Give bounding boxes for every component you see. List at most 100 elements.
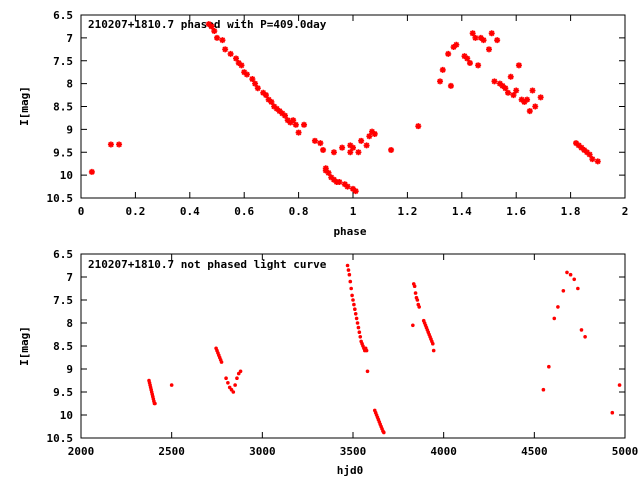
data-point xyxy=(282,112,288,119)
data-point xyxy=(371,130,378,137)
data-point xyxy=(292,121,299,128)
data-point xyxy=(354,316,359,321)
data-point xyxy=(411,323,415,328)
x-tick-label: 1.4 xyxy=(452,205,472,218)
data-point xyxy=(238,369,243,374)
data-point xyxy=(273,105,280,112)
data-point xyxy=(260,89,267,96)
y-tick-label: 8 xyxy=(66,317,73,330)
data-point xyxy=(357,330,362,335)
data-point xyxy=(344,183,351,190)
data-point xyxy=(586,151,593,158)
data-point xyxy=(496,80,503,87)
data-point xyxy=(491,78,498,85)
data-point xyxy=(556,305,560,309)
data-point xyxy=(445,50,452,57)
y-tick-label: 7 xyxy=(66,32,73,45)
data-point xyxy=(561,289,566,293)
data-point xyxy=(345,263,350,268)
data-point xyxy=(617,383,622,387)
data-point xyxy=(513,87,520,94)
data-point xyxy=(363,142,370,149)
data-point xyxy=(453,41,460,48)
x-tick-label: 4500 xyxy=(521,445,548,458)
phased-light-curve-panel: 210207+1810.7 phased with P=409.0day pha… xyxy=(18,9,628,238)
data-point xyxy=(437,78,444,85)
data-point xyxy=(348,279,353,284)
data-point xyxy=(568,272,573,277)
data-point xyxy=(271,103,278,110)
y-tick-label: 10 xyxy=(60,169,73,182)
y-tick-label: 9 xyxy=(66,123,73,136)
y-tick-label: 9.5 xyxy=(53,386,73,399)
data-point xyxy=(526,108,533,115)
x-tick-label: 1.2 xyxy=(397,205,417,218)
data-point xyxy=(311,137,318,144)
data-point xyxy=(355,321,360,325)
data-point xyxy=(153,401,157,406)
data-point xyxy=(238,62,245,69)
data-point xyxy=(341,181,348,188)
data-point xyxy=(254,85,261,92)
data-point xyxy=(515,62,522,69)
x-tick-label: 1 xyxy=(350,205,357,218)
data-point xyxy=(529,87,536,94)
data-point xyxy=(552,316,557,321)
data-point xyxy=(565,270,569,275)
data-point xyxy=(301,121,308,128)
data-point xyxy=(537,94,544,101)
data-point xyxy=(287,119,294,126)
y-tick-label: 8 xyxy=(66,78,73,91)
data-point xyxy=(330,176,337,183)
data-point xyxy=(415,298,420,302)
data-point xyxy=(276,108,283,115)
data-point xyxy=(347,142,354,149)
data-point xyxy=(510,92,517,99)
x-tick-label: 1.6 xyxy=(506,205,526,218)
y-tick-label: 6.5 xyxy=(53,248,73,261)
data-point xyxy=(169,383,174,387)
data-point xyxy=(352,188,359,195)
y-axis-label: I[mag] xyxy=(18,326,31,366)
data-point xyxy=(249,76,256,83)
data-point xyxy=(488,30,495,37)
data-point xyxy=(505,89,512,96)
x-tick-label: 3000 xyxy=(249,445,276,458)
x-tick-label: 2500 xyxy=(158,445,185,458)
data-point xyxy=(581,146,588,153)
data-point xyxy=(431,348,436,353)
data-point xyxy=(211,28,218,35)
data-point xyxy=(382,430,386,435)
data-point xyxy=(330,149,337,156)
data-point xyxy=(350,144,356,151)
data-point xyxy=(347,149,354,156)
data-point xyxy=(224,376,228,381)
data-point xyxy=(415,123,422,130)
data-point xyxy=(208,23,215,30)
data-point xyxy=(346,268,351,272)
plot-frame xyxy=(80,14,626,199)
data-point xyxy=(439,66,446,73)
x-tick-label: 5000 xyxy=(612,445,639,458)
data-point xyxy=(610,410,615,415)
data-point xyxy=(219,37,226,44)
data-point xyxy=(235,376,239,381)
y-tick-label: 10.5 xyxy=(47,192,74,205)
chart-title: 210207+1810.7 not phased light curve xyxy=(88,258,327,271)
data-point xyxy=(576,286,580,291)
y-tick-label: 10.5 xyxy=(47,432,74,445)
data-point xyxy=(252,80,259,87)
data-point xyxy=(222,46,229,53)
x-tick-label: 4000 xyxy=(430,445,457,458)
data-point xyxy=(469,30,476,37)
data-point xyxy=(472,34,479,41)
data-point xyxy=(356,325,361,330)
data-point xyxy=(502,85,509,92)
y-tick-label: 10 xyxy=(60,409,73,422)
data-point xyxy=(268,98,275,105)
data-point xyxy=(365,369,370,374)
unphased-light-curve-panel: 210207+1810.7 not phased light curve hjd… xyxy=(18,248,638,477)
data-point xyxy=(320,146,327,153)
x-axis-label: hjd0 xyxy=(337,464,364,477)
data-point xyxy=(447,82,454,89)
